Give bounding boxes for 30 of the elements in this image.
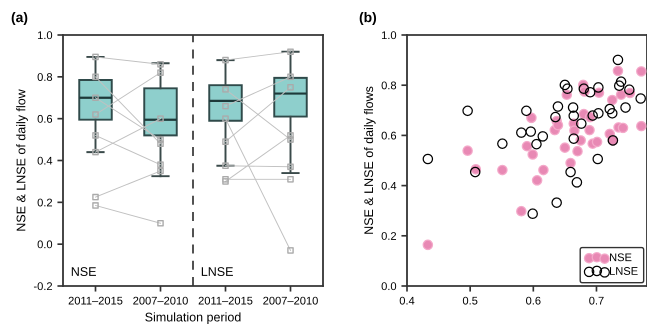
y-tick-label: 0.2 (38, 198, 52, 206)
chart-title: (a) (12, 12, 28, 25)
y-tick-label: 1.0 (38, 31, 52, 40)
y-axis-title: NSE & LNSE of daily flows (364, 86, 376, 234)
x-tick-label: 0.5 (462, 296, 478, 305)
x-tick-label: 2007–2010 (133, 296, 188, 305)
y-tick-label: 0.4 (382, 182, 396, 190)
y-tick-label: 0.8 (382, 81, 396, 90)
annotation: LNSE (202, 267, 233, 276)
y-axis-title: NSE & LNSE of daily flow (16, 89, 28, 231)
legend-label: NSE (610, 253, 632, 262)
x-tick-label: 0.4 (400, 296, 414, 305)
y-tick-label: 0.2 (382, 232, 396, 240)
y-tick-label: 0.4 (38, 156, 52, 165)
y-tick-label: 0.6 (38, 114, 52, 123)
y-tick-label: -0.2 (34, 282, 52, 290)
x-tick-label: 2011–2015 (68, 296, 122, 305)
x-tick-label: 2011–2015 (198, 296, 252, 305)
x-axis-title: Simulation period (145, 312, 240, 324)
y-tick-label: 1.0 (382, 31, 396, 40)
legend-label: LNSE (610, 267, 638, 275)
y-tick-label: 0.0 (382, 282, 396, 290)
x-tick-label: 0.7 (589, 296, 604, 305)
x-tick-label: 0.6 (526, 296, 541, 305)
y-tick-label: 0.0 (38, 240, 52, 248)
x-tick-label: 2007–2010 (263, 296, 318, 305)
annotation: NSE (72, 267, 96, 276)
y-tick-label: 0.6 (382, 132, 396, 140)
chart-title: (b) (360, 12, 376, 25)
y-tick-label: 0.8 (38, 73, 52, 81)
